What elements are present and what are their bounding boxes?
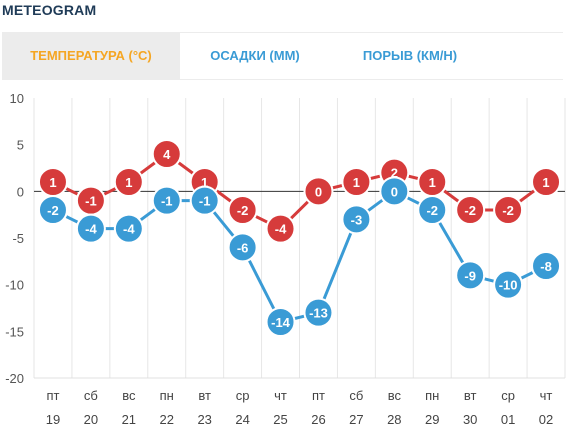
x-tick-date: 22: [160, 412, 174, 427]
x-tick-date: 20: [84, 412, 98, 427]
data-label-1: -8: [540, 259, 552, 274]
data-label-0: 2: [391, 166, 398, 181]
tab-bar: ТЕМПЕРАТУРА (°C) ОСАДКИ (ММ) ПОРЫВ (КМ/Н…: [2, 32, 563, 80]
x-tick-day: сб: [84, 388, 98, 403]
data-point-1: [341, 204, 372, 235]
data-label-1: -1: [199, 194, 211, 209]
x-tick-day: вс: [388, 388, 402, 403]
data-label-0: -1: [85, 194, 97, 209]
data-point-1: [113, 213, 144, 244]
data-point-0: [151, 139, 182, 169]
data-point-0: [341, 167, 372, 197]
data-label-0: 4: [163, 147, 171, 162]
data-label-1: -14: [271, 315, 291, 330]
x-tick-day: чт: [540, 388, 553, 403]
data-label-1: -3: [351, 212, 363, 227]
y-tick-label: 0: [17, 184, 24, 199]
x-tick-day: чт: [274, 388, 287, 403]
data-point-0: [493, 195, 524, 225]
y-tick-label: -10: [5, 278, 24, 293]
data-point-1: [151, 185, 182, 216]
data-label-0: -2: [502, 203, 514, 218]
x-tick-day: ср: [236, 388, 250, 403]
x-tick-day: вт: [464, 388, 477, 403]
data-label-0: 1: [429, 175, 436, 190]
data-label-0: 1: [125, 175, 132, 190]
data-label-1: -13: [309, 306, 328, 321]
x-tick-day: пн: [160, 388, 174, 403]
data-label-0: 1: [201, 175, 208, 190]
x-tick-day: вт: [198, 388, 211, 403]
data-point-1: [265, 307, 296, 337]
y-tick-label: -5: [12, 231, 24, 246]
data-label-0: 1: [353, 175, 360, 190]
data-label-1: -10: [499, 278, 518, 293]
x-tick-date: 23: [197, 412, 211, 427]
data-point-0: [531, 167, 562, 197]
tab-wind-gust[interactable]: ПОРЫВ (КМ/Н): [362, 48, 458, 63]
data-point-0: [227, 195, 258, 225]
data-label-0: -4: [275, 222, 287, 237]
x-tick-day: вс: [122, 388, 136, 403]
x-tick-date: 28: [387, 412, 401, 427]
x-tick-date: 30: [463, 412, 477, 427]
data-point-1: [75, 213, 106, 244]
data-label-1: -4: [123, 222, 135, 237]
data-point-1: [493, 269, 524, 300]
x-tick-date: 02: [539, 412, 553, 427]
x-tick-date: 24: [235, 412, 249, 427]
data-label-1: 0: [391, 184, 398, 199]
x-tick-day: пн: [425, 388, 439, 403]
x-tick-date: 29: [425, 412, 439, 427]
y-tick-label: -20: [5, 371, 24, 386]
data-point-1: [189, 185, 220, 216]
x-tick-date: 21: [122, 412, 136, 427]
tab-temperature[interactable]: ТЕМПЕРАТУРА (°C): [2, 33, 180, 79]
data-point-0: [455, 195, 486, 225]
x-tick-day: ср: [501, 388, 515, 403]
data-label-0: 0: [315, 184, 322, 199]
x-tick-day: пт: [46, 388, 59, 403]
data-label-1: -2: [47, 203, 59, 218]
data-label-1: -4: [85, 222, 97, 237]
y-tick-label: -15: [5, 324, 24, 339]
x-tick-date: 27: [349, 412, 363, 427]
data-point-0: [113, 167, 144, 197]
x-tick-date: 19: [46, 412, 60, 427]
x-tick-date: 26: [311, 412, 325, 427]
data-label-1: -2: [426, 203, 438, 218]
data-label-1: -9: [464, 268, 476, 283]
x-tick-date: 25: [273, 412, 287, 427]
data-label-0: 1: [49, 175, 56, 190]
data-point-1: [531, 251, 562, 281]
data-point-1: [379, 176, 410, 207]
meteogram-chart: 1050-5-10-15-20пт19сб20вс21пн22вт23ср24ч…: [5, 91, 566, 427]
data-point-0: [303, 176, 334, 207]
data-point-1: [227, 232, 258, 263]
data-point-1: [303, 297, 334, 328]
data-point-1: [37, 195, 68, 225]
data-point-1: [417, 195, 448, 225]
y-tick-label: 10: [10, 91, 24, 106]
data-label-1: -6: [237, 240, 249, 255]
data-point-0: [265, 213, 296, 244]
y-tick-label: 5: [17, 138, 24, 153]
chart-title: METEOGRAM: [2, 2, 97, 18]
x-tick-day: сб: [349, 388, 363, 403]
x-tick-date: 01: [501, 412, 515, 427]
data-label-1: -1: [161, 194, 173, 209]
data-label-0: -2: [464, 203, 476, 218]
data-label-0: 1: [542, 175, 549, 190]
tab-precipitation[interactable]: ОСАДКИ (ММ): [210, 48, 300, 63]
data-point-1: [455, 260, 486, 291]
data-label-0: -2: [237, 203, 249, 218]
x-tick-day: пт: [312, 388, 325, 403]
